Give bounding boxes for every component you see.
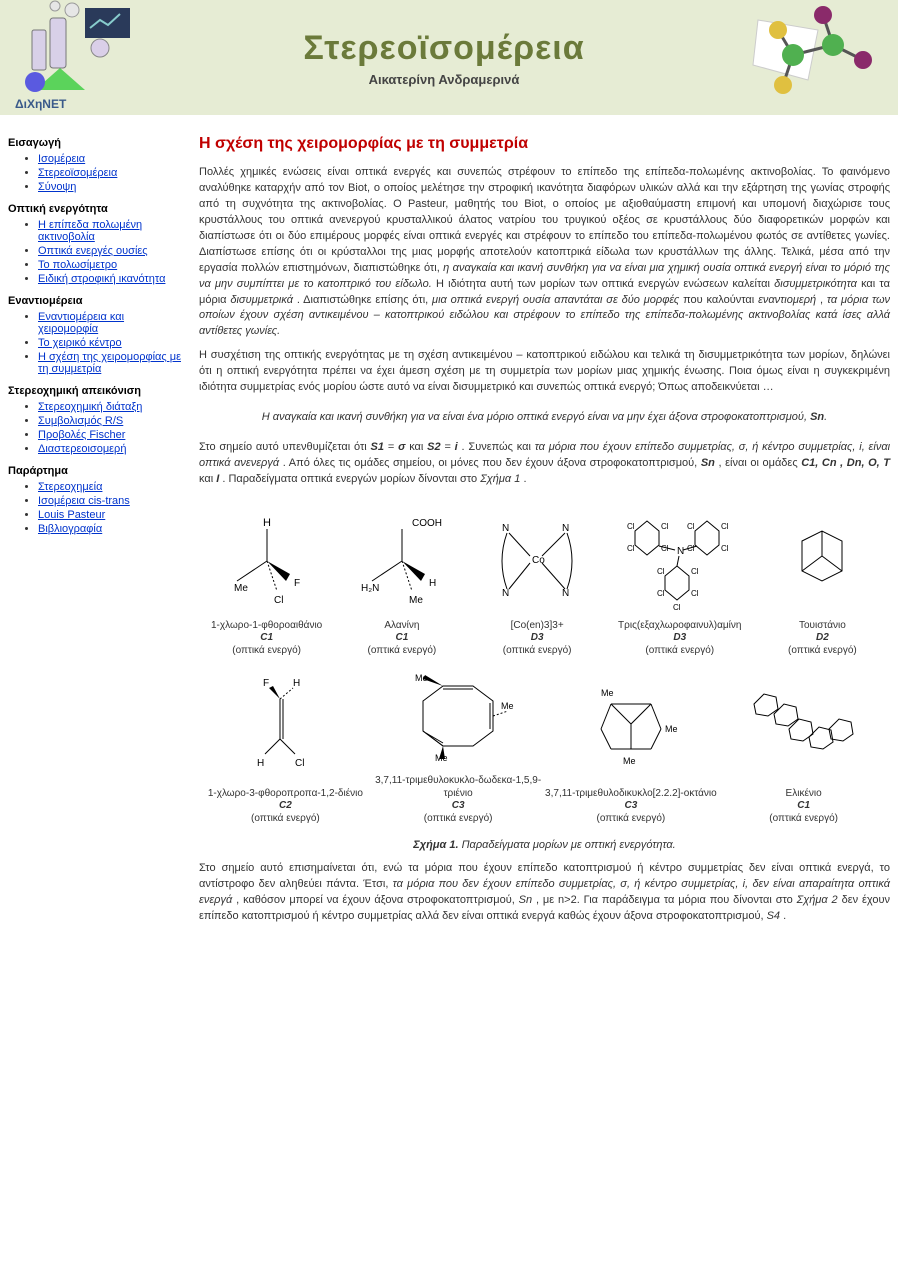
figure-caption: Σχήμα 1. Παραδείγματα μορίων με οπτική ε…	[199, 839, 890, 851]
svg-text:Me: Me	[601, 688, 614, 698]
svg-text:Me: Me	[409, 595, 423, 606]
svg-text:Cl: Cl	[274, 595, 283, 606]
svg-text:Me: Me	[623, 756, 636, 766]
svg-text:Cl: Cl	[687, 522, 695, 531]
nav-link[interactable]: Το πολωσίμετρο	[38, 259, 117, 271]
nav-link[interactable]: Συμβολισμός R/S	[38, 415, 123, 427]
nav-section: Εναντιομέρεια Εναντιομέρεια και χειρομορ…	[8, 295, 185, 375]
molecule: NNNNCo [Co(en)3]3+D3(οπτικά ενεργό)	[470, 506, 605, 658]
svg-text:N: N	[502, 588, 509, 599]
main-content: Η σχέση της χειρομορφίας με τη συμμετρία…	[193, 127, 890, 933]
molecule: MeMeMe 3,7,11-τριμεθυλοδικυκλο[2.2.2]-οκ…	[545, 674, 718, 826]
nav-link[interactable]: Ισομέρεια cis-trans	[38, 495, 130, 507]
svg-text:Cl: Cl	[657, 589, 665, 598]
banner-logo-left: ΔιΧηΝΕΤ	[0, 0, 150, 115]
svg-text:H₂N: H₂N	[361, 583, 379, 594]
svg-text:N: N	[502, 523, 509, 534]
svg-text:F: F	[263, 678, 269, 689]
svg-text:N: N	[562, 588, 569, 599]
sidebar-nav: Εισαγωγή Ισομέρεια Στερεοϊσομέρεια Σύνοψ…	[8, 127, 193, 933]
svg-text:Me: Me	[501, 701, 514, 711]
nav-link[interactable]: Ειδική στροφική ικανότητα	[38, 273, 165, 285]
molecule: MeMeMe 3,7,11-τριμεθυλοκυκλο-δωδεκα-1,5,…	[372, 661, 545, 825]
svg-text:COOH: COOH	[412, 518, 442, 529]
molecule-row-1: HMeFCl 1-χλωρο-1-φθοροαιθάνιοC1(οπτικά ε…	[199, 506, 890, 658]
nav-link[interactable]: Στερεοχημεία	[38, 481, 102, 493]
svg-text:Me: Me	[234, 583, 248, 594]
svg-text:Cl: Cl	[295, 758, 304, 769]
banner: ΔιΧηΝΕΤ Στερεοϊσομέρεια Αικατερίνη Ανδρα…	[0, 0, 898, 115]
nav-link[interactable]: Louis Pasteur	[38, 509, 105, 521]
svg-text:Cl: Cl	[721, 522, 729, 531]
svg-text:Cl: Cl	[627, 544, 635, 553]
svg-text:H: H	[257, 758, 264, 769]
nav-heading: Εναντιομέρεια	[8, 295, 185, 307]
nav-link[interactable]: Προβολές Fischer	[38, 429, 125, 441]
highlight-statement: Η αναγκαία και ικανή συνθήκη για να είνα…	[219, 410, 870, 426]
molecule: ClClClClClClClClClClClClClN Τρις(εξαχλωρ…	[605, 506, 755, 658]
molecule: HMeFCl 1-χλωρο-1-φθοροαιθάνιοC1(οπτικά ε…	[199, 506, 334, 658]
molecule: COOHH₂NHMe ΑλανίνηC1(οπτικά ενεργό)	[334, 506, 469, 658]
molecule: FHHCl 1-χλωρο-3-φθοροπροπα-1,2-διένιοC2(…	[199, 674, 372, 826]
paragraph-1: Πολλές χημικές ενώσεις είναι οπτικά ενερ…	[199, 165, 890, 340]
logo-text: ΔιΧηΝΕΤ	[15, 97, 66, 111]
banner-subtitle: Αικατερίνη Ανδραμερινά	[150, 72, 738, 87]
nav-section: Οπτική ενεργότητα Η επίπεδα πολωμένη ακτ…	[8, 203, 185, 285]
svg-text:Cl: Cl	[721, 544, 729, 553]
paragraph-2: Η συσχέτιση της οπτικής ενεργότητας με τ…	[199, 348, 890, 396]
molecule: ΤουιστάνιοD2(οπτικά ενεργό)	[755, 506, 890, 658]
svg-text:H: H	[293, 678, 300, 689]
nav-link[interactable]: Η επίπεδα πολωμένη ακτινοβολία	[38, 219, 142, 243]
nav-link[interactable]: Βιβλιογραφία	[38, 523, 102, 535]
banner-title: Στερεοϊσομέρεια	[150, 29, 738, 68]
nav-link[interactable]: Διαστερεοισομερή	[38, 443, 126, 455]
nav-link[interactable]: Στερεοχημική διάταξη	[38, 401, 142, 413]
nav-heading: Παράρτημα	[8, 465, 185, 477]
svg-text:Me: Me	[665, 724, 678, 734]
svg-text:Cl: Cl	[661, 522, 669, 531]
nav-link[interactable]: Ισομέρεια	[38, 153, 85, 165]
banner-molecule-icon	[738, 0, 898, 115]
nav-section: Παράρτημα Στερεοχημεία Ισομέρεια cis-tra…	[8, 465, 185, 535]
page-heading: Η σχέση της χειρομορφίας με τη συμμετρία	[199, 135, 890, 153]
nav-heading: Στερεοχημική απεικόνιση	[8, 385, 185, 397]
svg-text:Cl: Cl	[657, 567, 665, 576]
svg-text:Cl: Cl	[673, 603, 681, 612]
figure-1: HMeFCl 1-χλωρο-1-φθοροαιθάνιοC1(οπτικά ε…	[199, 506, 890, 852]
svg-text:F: F	[294, 578, 300, 589]
paragraph-3: Στο σημείο αυτό υπενθυμίζεται ότι S1 = σ…	[199, 440, 890, 488]
nav-link[interactable]: Εναντιομέρεια και χειρομορφία	[38, 311, 124, 335]
nav-heading: Εισαγωγή	[8, 137, 185, 149]
nav-section: Στερεοχημική απεικόνιση Στερεοχημική διά…	[8, 385, 185, 455]
svg-text:Cl: Cl	[691, 589, 699, 598]
nav-link[interactable]: Η σχέση της χειρομορφίας με τη συμμετρία	[38, 351, 181, 375]
svg-text:Cl: Cl	[691, 567, 699, 576]
nav-section: Εισαγωγή Ισομέρεια Στερεοϊσομέρεια Σύνοψ…	[8, 137, 185, 193]
molecule: ΕλικένιοC1(οπτικά ενεργό)	[717, 674, 890, 826]
nav-heading: Οπτική ενεργότητα	[8, 203, 185, 215]
paragraph-4: Στο σημείο αυτό επισημαίνεται ότι, ενώ τ…	[199, 861, 890, 925]
banner-center: Στερεοϊσομέρεια Αικατερίνη Ανδραμερινά	[150, 21, 738, 95]
nav-link[interactable]: Οπτικά ενεργές ουσίες	[38, 245, 148, 257]
nav-link[interactable]: Στερεοϊσομέρεια	[38, 167, 117, 179]
nav-link[interactable]: Το χειρικό κέντρο	[38, 337, 122, 349]
svg-text:N: N	[562, 523, 569, 534]
svg-text:H: H	[429, 578, 436, 589]
molecule-row-2: FHHCl 1-χλωρο-3-φθοροπροπα-1,2-διένιοC2(…	[199, 661, 890, 825]
nav-link[interactable]: Σύνοψη	[38, 181, 76, 193]
svg-text:N: N	[677, 546, 684, 557]
svg-text:Cl: Cl	[627, 522, 635, 531]
svg-text:H: H	[263, 517, 271, 529]
